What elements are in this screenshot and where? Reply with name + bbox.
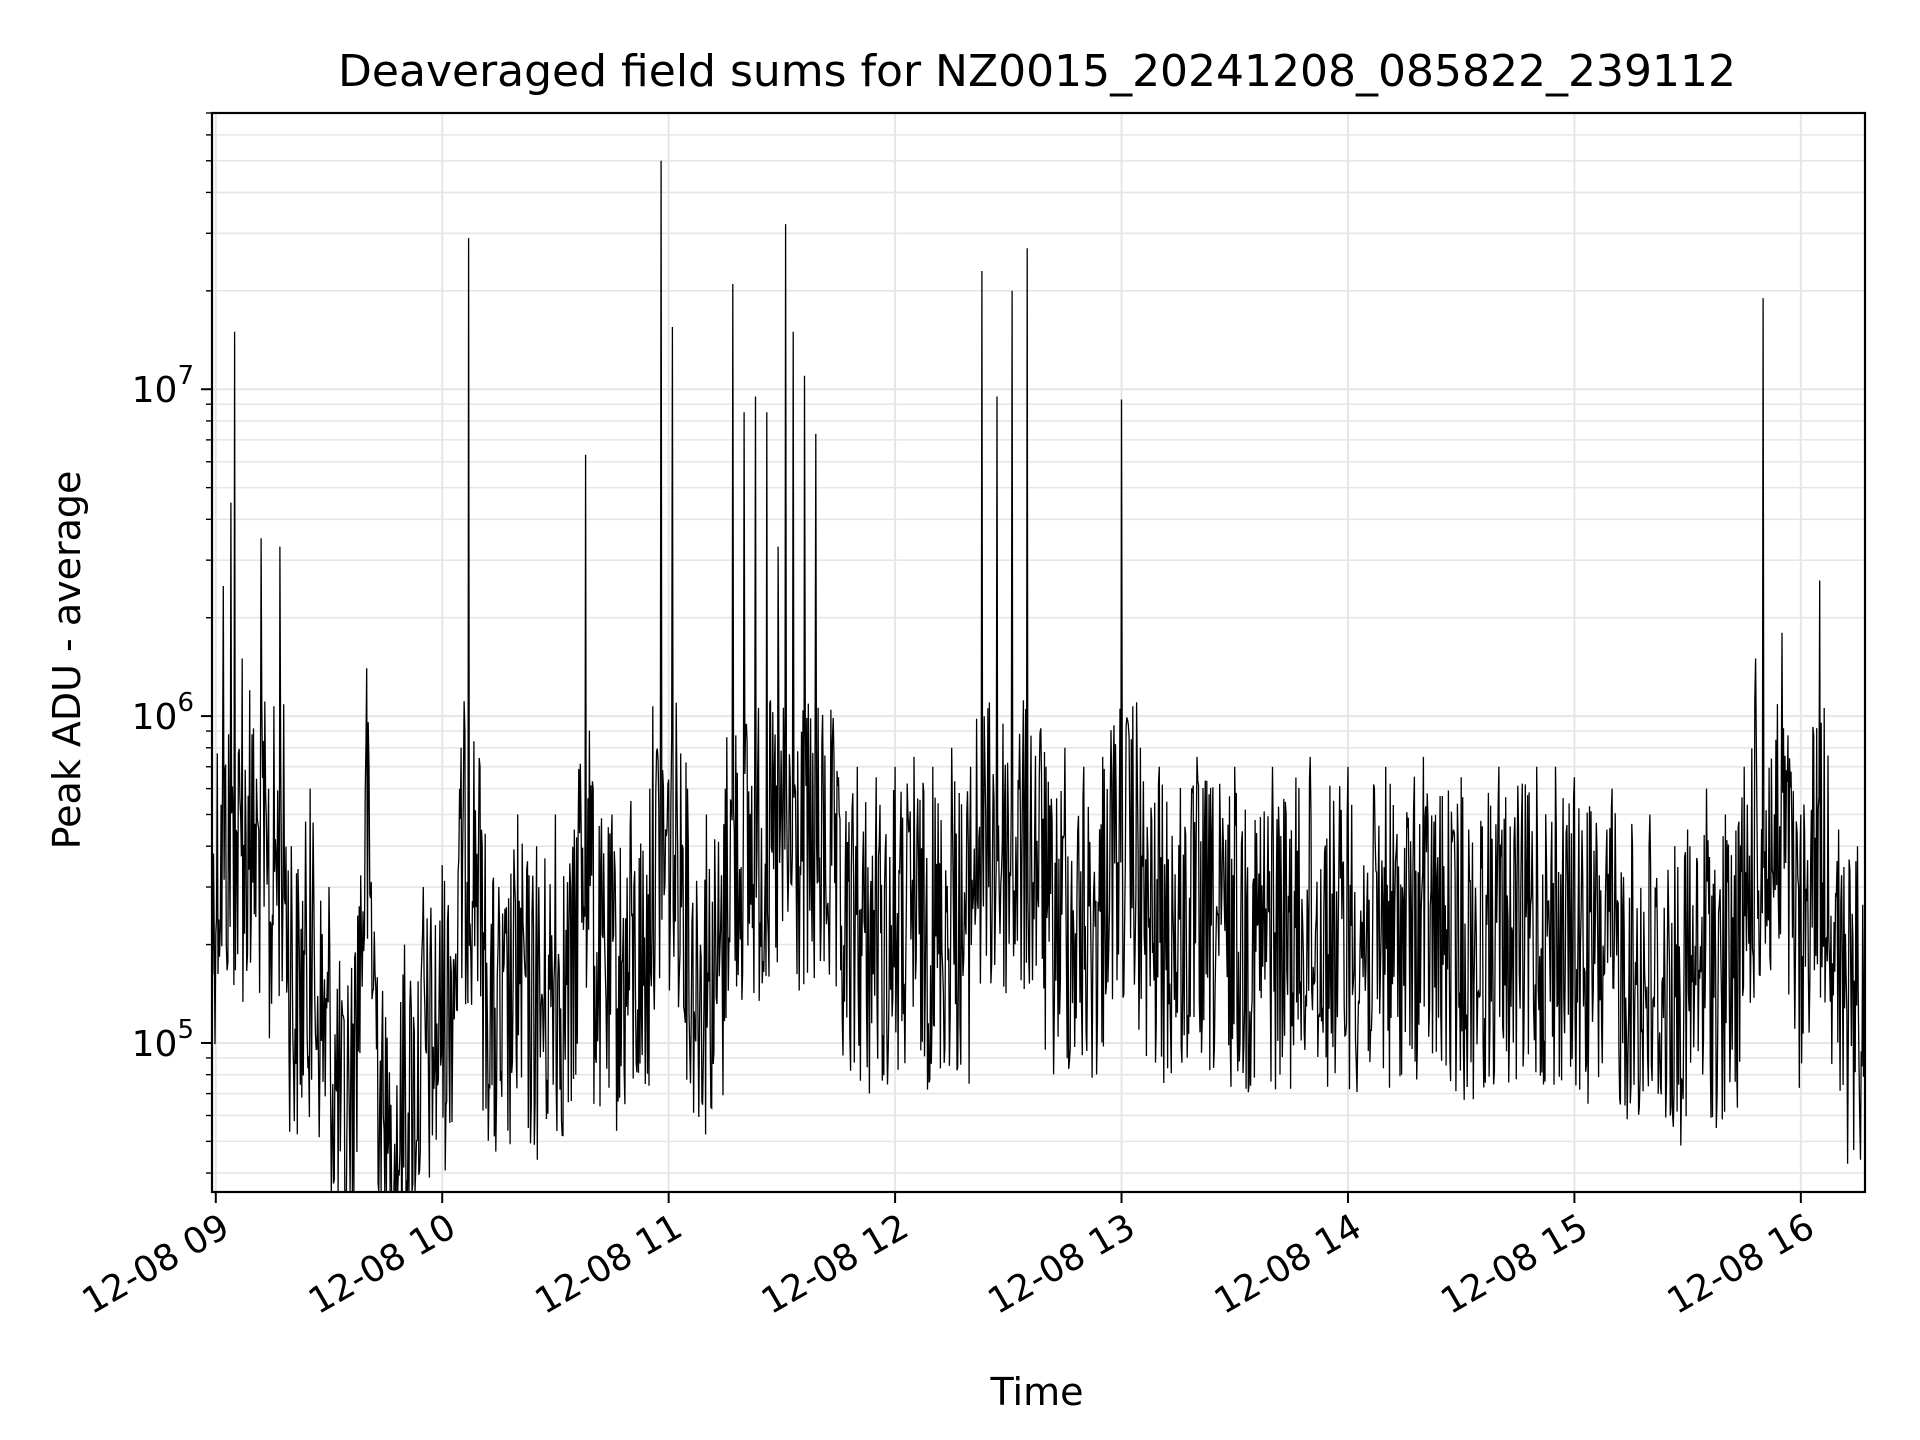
chart-title: Deaveraged field sums for NZ0015_2024120… (338, 46, 1736, 97)
y-tick-label: 105 (132, 1015, 194, 1065)
y-tick-label: 106 (132, 688, 194, 738)
y-axis: 105 106 107 (132, 112, 212, 1174)
y-axis-label: Peak ADU - average (45, 471, 89, 850)
x-axis-label: Time (990, 1370, 1084, 1414)
plot-frame (210, 111, 1867, 1194)
series-layer (211, 160, 1866, 1193)
series-line (211, 160, 1866, 1193)
y-tick-label: 107 (132, 361, 194, 411)
